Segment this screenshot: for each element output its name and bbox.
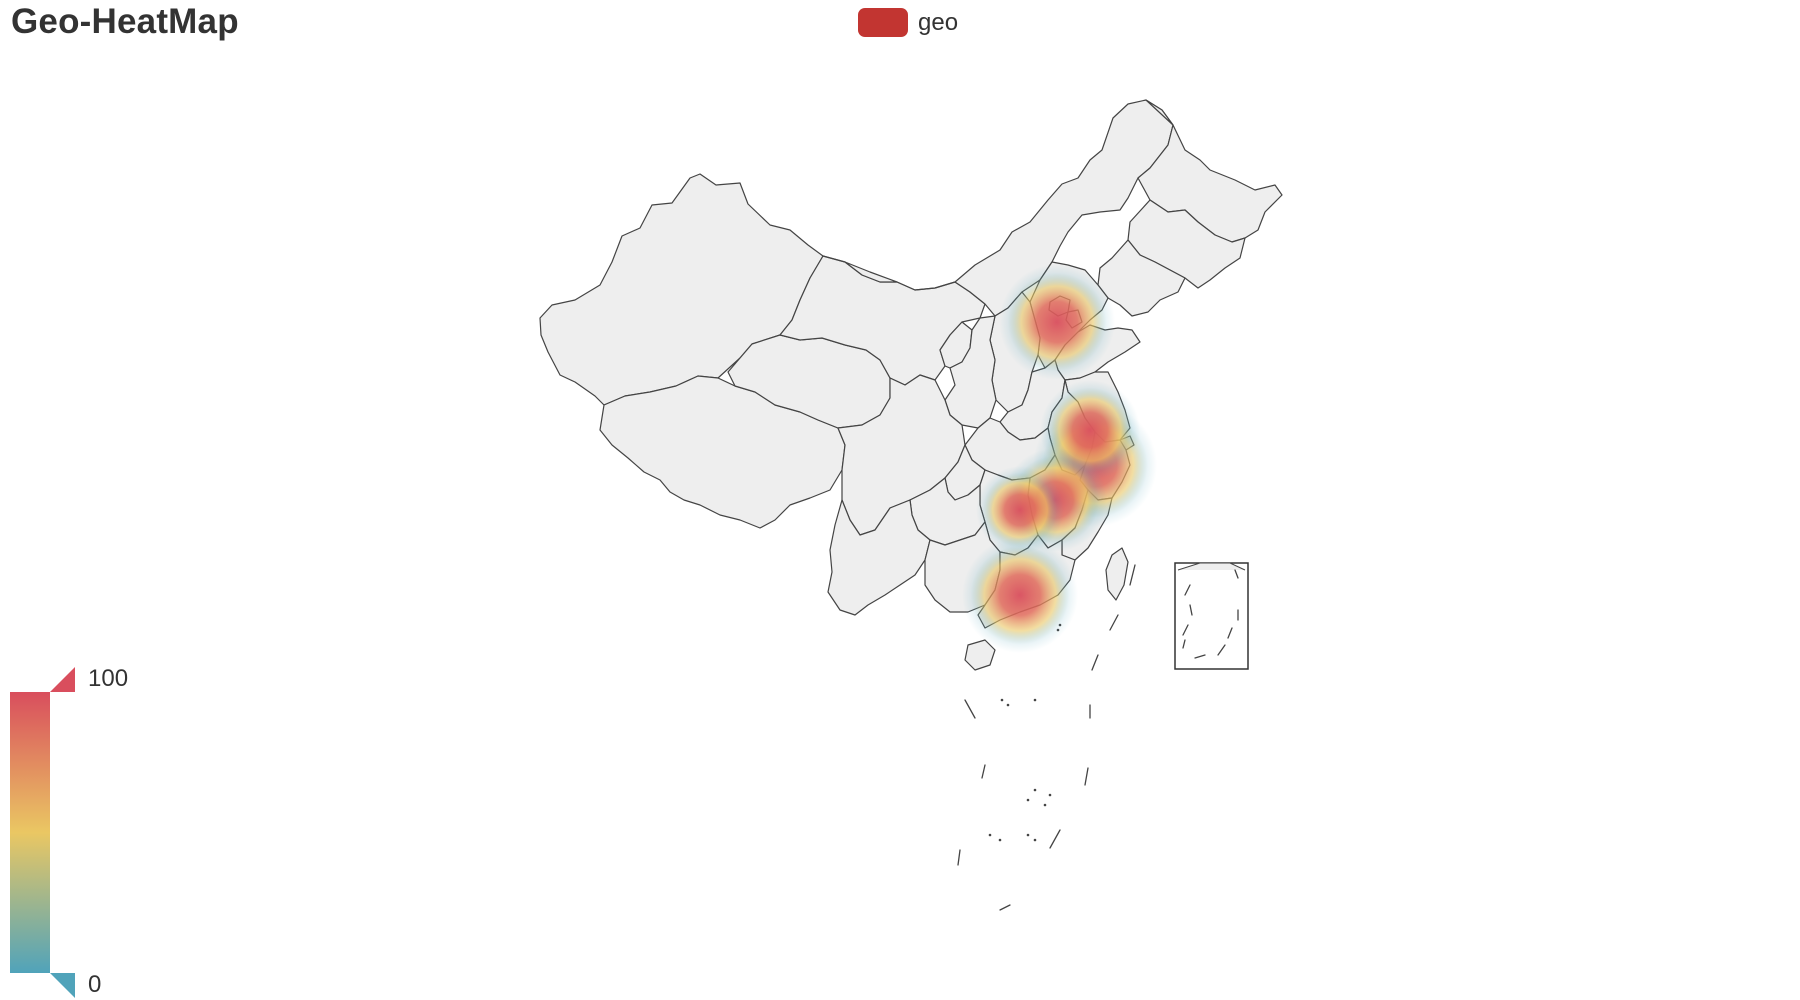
south-sea-inset (1174, 562, 1249, 670)
region-taiwan[interactable] (1105, 547, 1129, 601)
map-regions (539, 99, 1283, 671)
heatmap-layer (962, 264, 1157, 653)
legend-label: geo (918, 8, 959, 36)
heat-point-hubei (976, 466, 1064, 554)
region-yunnan[interactable] (827, 499, 931, 616)
legend-swatch (858, 8, 908, 37)
visual-map-max-handle[interactable] (50, 667, 75, 692)
heat-point-beijing (999, 264, 1115, 380)
visual-map-min-handle[interactable] (50, 973, 75, 998)
visual-map-max-label: 100 (88, 665, 129, 692)
region-heilongjiang[interactable] (1137, 99, 1283, 243)
legend-item-geo[interactable]: geo (858, 8, 958, 37)
region-tibet[interactable] (599, 375, 846, 529)
visual-map-min-label: 0 (88, 971, 102, 998)
visual-map-gradient-bar (10, 692, 50, 973)
region-shaanxi[interactable] (944, 315, 997, 429)
south-sea-islands (957, 564, 1136, 911)
region-liaoning[interactable] (1097, 239, 1186, 317)
chart-title: Geo-HeatMap (11, 2, 239, 41)
heat-point-guangdong (962, 537, 1078, 653)
